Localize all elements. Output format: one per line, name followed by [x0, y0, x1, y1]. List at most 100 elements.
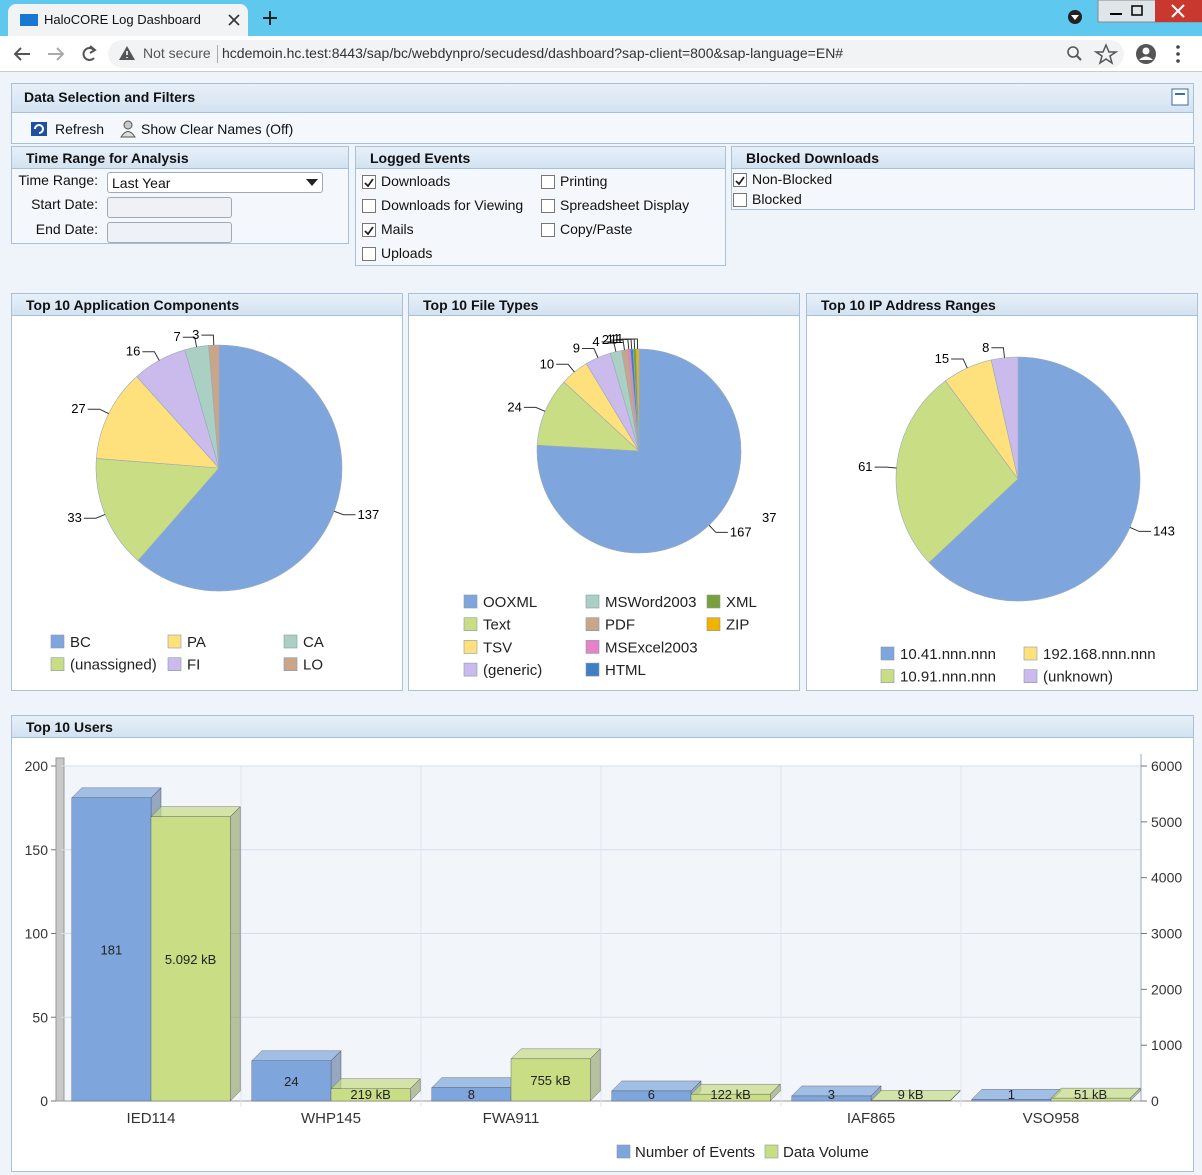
- legend-swatch: [616, 1144, 631, 1159]
- data-label: 1: [613, 331, 620, 346]
- tab-close[interactable]: [228, 14, 240, 26]
- end-date-input[interactable]: [107, 222, 232, 243]
- data-label: 2: [602, 332, 609, 347]
- legend-swatch: [585, 640, 600, 654]
- legend-label: (unknown): [1043, 669, 1113, 686]
- data-label: 219 kB: [350, 1087, 390, 1102]
- annotation: 37: [762, 510, 776, 525]
- pie-chart: 143 61 15 8 10.41.nnn.nnn 10.91.nnn.nnn 192.16…: [858, 340, 1175, 686]
- legend-swatch: [50, 657, 65, 672]
- checkbox[interactable]: [362, 247, 376, 261]
- data-label: 1: [616, 331, 623, 346]
- group-title: Time Range for Analysis: [12, 147, 348, 169]
- data-label: 10: [540, 356, 554, 371]
- leader-line: [83, 514, 106, 519]
- legend-swatch: [167, 634, 182, 649]
- tab[interactable]: HaloCORE Log Dashboard: [8, 4, 248, 36]
- data-label: 1: [610, 331, 617, 346]
- data-label: 122 kB: [710, 1087, 750, 1102]
- checkbox-label: Downloads for Viewing: [381, 197, 524, 213]
- data-label: 6: [648, 1087, 655, 1102]
- x-tick-label: WHP145: [301, 1110, 361, 1127]
- field-label: Time Range:: [18, 172, 98, 188]
- y-tick-label: 50: [32, 1009, 48, 1025]
- pie-slice: [208, 344, 220, 469]
- bar-top: [150, 806, 241, 817]
- leader-line: [625, 338, 639, 350]
- legend-swatch: [706, 594, 721, 609]
- legend-label: PDF: [605, 617, 635, 634]
- y2-tick-label: 5000: [1151, 814, 1182, 830]
- check-mark: [735, 176, 745, 186]
- collapse-button[interactable]: [1171, 88, 1189, 106]
- data-label: 167: [730, 524, 752, 539]
- checkbox[interactable]: [733, 193, 747, 207]
- data-label: 24: [507, 399, 521, 414]
- leader-line: [201, 334, 215, 346]
- checkbox[interactable]: [362, 223, 376, 237]
- legend-label: MSExcel2003: [605, 639, 698, 656]
- checkbox[interactable]: [362, 175, 376, 189]
- omnibox[interactable]: [108, 40, 1124, 68]
- start-date-input[interactable]: [107, 197, 232, 218]
- legend-label: HTML: [605, 662, 646, 679]
- chart-title: Top 10 Users: [12, 716, 1193, 738]
- legend-swatch: [585, 617, 600, 632]
- legend-label: OOXML: [483, 594, 537, 611]
- data-label: 61: [858, 459, 872, 474]
- checkbox[interactable]: [541, 175, 555, 189]
- url[interactable]: hcdemoin.hc.test:8443/sap/bc/webdynpro/s…: [222, 45, 844, 61]
- legend-swatch: [880, 646, 895, 661]
- checkbox-label: Downloads: [381, 173, 451, 189]
- legend-swatch: [585, 662, 600, 677]
- sap-logo: [20, 14, 38, 26]
- y2-tick-label: 2000: [1151, 981, 1182, 997]
- y2-tick-label: 1000: [1151, 1037, 1182, 1053]
- chart-panel: Top 10 Users 0 50 100 150 200 0 1000 2000 3000 40…: [11, 715, 1194, 1172]
- button-label: Refresh: [55, 121, 105, 137]
- x-tick-label: IED114: [127, 1110, 176, 1127]
- checkbox[interactable]: [541, 223, 555, 237]
- data-label: 143: [1153, 523, 1175, 538]
- chart-panel: Top 10 File Types 167 24 10 9 4 2 1 1 1 1 37 OOXML T…: [408, 293, 800, 691]
- pie-slice: [137, 344, 343, 592]
- data-label: 51 kB: [1074, 1087, 1107, 1102]
- logged-events-group: Logged Events Downloads Downloads for Vie…: [355, 146, 726, 266]
- checkbox[interactable]: [541, 199, 555, 213]
- nav-buttons[interactable]: [10, 42, 102, 66]
- leader-line: [874, 466, 897, 469]
- legend-label: 10.41.nnn.nnn: [900, 646, 996, 663]
- new-tab[interactable]: [262, 10, 278, 26]
- data-label: 1: [1008, 1087, 1015, 1102]
- data-label: 7: [174, 329, 181, 344]
- leader-line: [142, 351, 160, 361]
- y2-tick-label: 0: [1151, 1093, 1159, 1109]
- bar: [510, 1058, 591, 1102]
- browser-actions[interactable]: [1064, 42, 1194, 66]
- x-tick-label: IAF865: [847, 1110, 895, 1127]
- data-label: 4: [592, 334, 599, 349]
- bar: [251, 1060, 332, 1102]
- dropdown-arrow: [306, 179, 318, 186]
- leader-line: [87, 408, 109, 415]
- legend-swatch: [463, 640, 478, 654]
- bar-top: [971, 1089, 1062, 1100]
- checkbox[interactable]: [362, 199, 376, 213]
- pie-slice: [635, 348, 640, 452]
- bar-top: [71, 787, 162, 799]
- bar-top: [510, 1048, 601, 1060]
- data-label: 755 kB: [530, 1073, 570, 1088]
- bar: [71, 797, 152, 1102]
- y2-tick-label: 4000: [1151, 870, 1182, 886]
- bar: [870, 1100, 951, 1102]
- legend-swatch: [706, 617, 721, 632]
- legend-label: MSWord2003: [605, 594, 696, 611]
- legend-swatch: [1023, 646, 1038, 661]
- select-value: Last Year: [112, 175, 171, 191]
- time-range-select[interactable]: Last Year: [107, 172, 323, 193]
- pie-slice: [96, 376, 220, 469]
- bar: [330, 1088, 411, 1102]
- checkbox-label: Copy/Paste: [560, 221, 633, 237]
- checkbox[interactable]: [733, 173, 747, 187]
